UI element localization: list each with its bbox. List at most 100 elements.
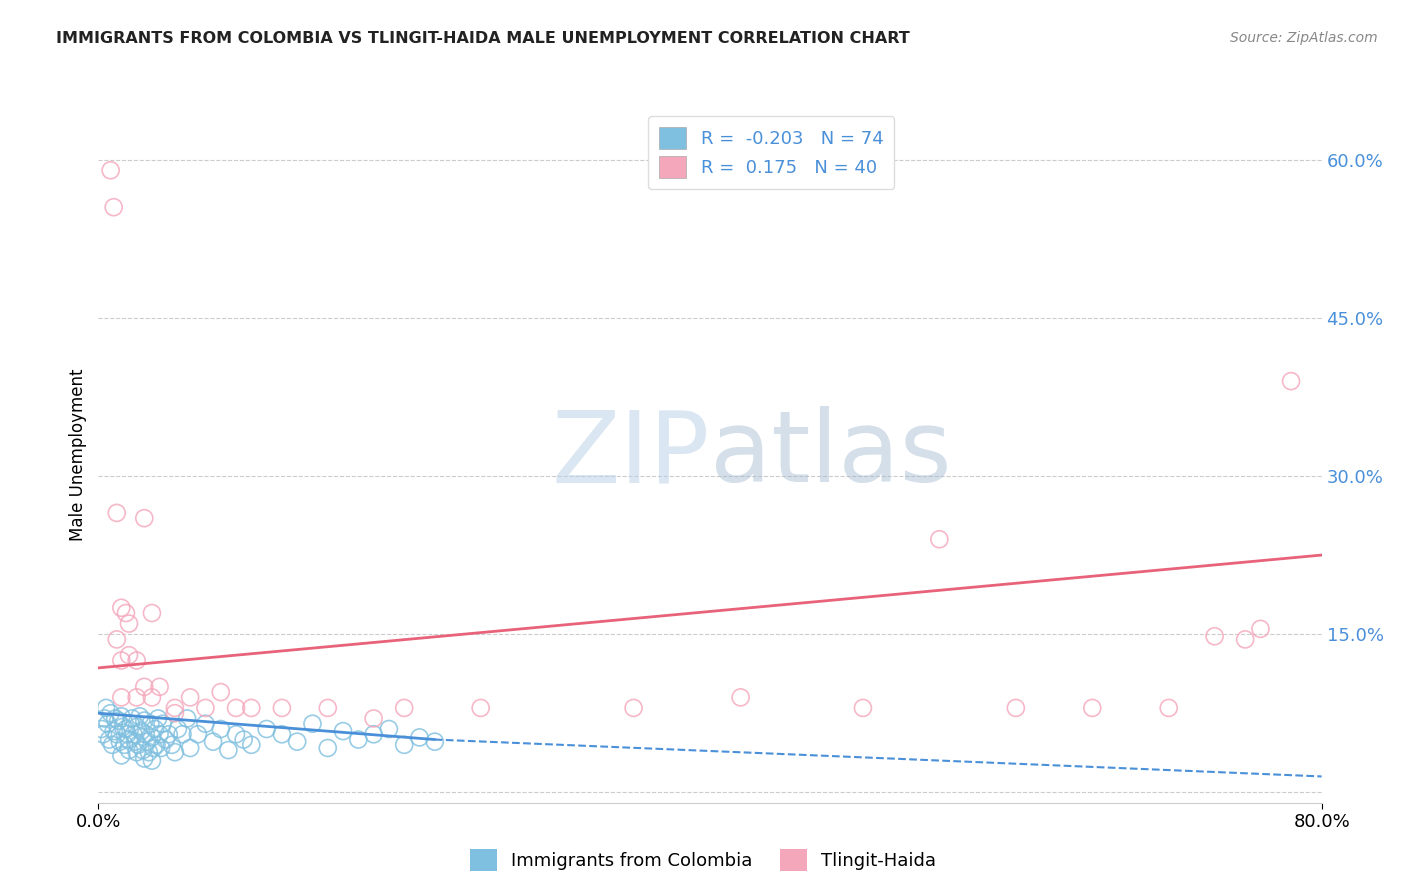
Point [121, 711, 143, 725]
Point [118, 648, 141, 663]
Point [90, 722, 112, 736]
Point [1234, 632, 1257, 647]
Point [129, 724, 152, 739]
Point [172, 727, 194, 741]
Point [110, 748, 132, 763]
Point [135, 727, 157, 741]
Point [202, 734, 225, 748]
Legend: R =  -0.203   N = 74, R =  0.175   N = 40: R = -0.203 N = 74, R = 0.175 N = 40 [648, 116, 894, 189]
Point [141, 731, 163, 745]
Point [110, 600, 132, 615]
Text: atlas: atlas [710, 407, 952, 503]
Point [124, 734, 146, 748]
Point [225, 727, 247, 741]
Point [105, 506, 128, 520]
Point [134, 680, 156, 694]
Text: ZIP: ZIP [551, 407, 710, 503]
Point [97, 716, 120, 731]
Point [256, 722, 278, 736]
Point [115, 606, 138, 620]
Point [107, 714, 129, 728]
Point [1081, 701, 1104, 715]
Point [139, 716, 162, 731]
Point [378, 722, 401, 736]
Point [108, 734, 131, 748]
Point [157, 727, 180, 741]
Point [408, 731, 430, 745]
Point [118, 732, 141, 747]
Point [176, 711, 198, 725]
Point [110, 709, 132, 723]
Point [117, 727, 139, 741]
Point [316, 741, 339, 756]
Point [187, 727, 209, 741]
Point [141, 754, 163, 768]
Point [125, 690, 148, 705]
Point [136, 734, 159, 748]
Point [332, 724, 354, 739]
Point [1157, 701, 1180, 715]
Point [363, 711, 385, 725]
Point [110, 690, 132, 705]
Point [128, 709, 150, 723]
Point [232, 732, 254, 747]
Point [194, 701, 217, 715]
Point [138, 745, 160, 759]
Point [134, 511, 156, 525]
Point [179, 741, 201, 756]
Point [179, 690, 201, 705]
Point [155, 732, 177, 747]
Point [1204, 629, 1226, 643]
Point [111, 720, 134, 734]
Point [363, 727, 385, 741]
Point [209, 722, 232, 736]
Point [125, 720, 148, 734]
Point [163, 701, 186, 715]
Point [163, 745, 186, 759]
Point [142, 741, 165, 756]
Point [270, 727, 292, 741]
Point [225, 701, 247, 715]
Point [149, 727, 172, 741]
Point [1249, 622, 1271, 636]
Point [145, 738, 167, 752]
Point [122, 727, 145, 741]
Point [470, 701, 492, 715]
Point [160, 738, 183, 752]
Point [120, 716, 142, 731]
Point [127, 738, 149, 752]
Point [209, 685, 232, 699]
Point [423, 734, 446, 748]
Point [101, 738, 124, 752]
Point [105, 727, 128, 741]
Point [115, 722, 138, 736]
Point [392, 738, 416, 752]
Point [1279, 374, 1302, 388]
Point [134, 751, 156, 765]
Point [134, 714, 156, 728]
Point [146, 711, 169, 725]
Point [240, 738, 263, 752]
Point [98, 732, 121, 747]
Point [125, 653, 148, 667]
Point [105, 632, 128, 647]
Point [104, 711, 127, 725]
Point [730, 690, 752, 705]
Point [141, 606, 163, 620]
Text: Source: ZipAtlas.com: Source: ZipAtlas.com [1230, 31, 1378, 45]
Point [623, 701, 645, 715]
Point [100, 706, 122, 721]
Point [347, 732, 370, 747]
Point [132, 743, 155, 757]
Point [392, 701, 416, 715]
Text: IMMIGRANTS FROM COLOMBIA VS TLINGIT-HAIDA MALE UNEMPLOYMENT CORRELATION CHART: IMMIGRANTS FROM COLOMBIA VS TLINGIT-HAID… [56, 31, 910, 46]
Point [163, 706, 186, 721]
Point [217, 743, 239, 757]
Point [100, 163, 122, 178]
Point [125, 745, 148, 759]
Point [167, 722, 190, 736]
Point [152, 716, 174, 731]
Y-axis label: Male Unemployment: Male Unemployment [69, 368, 87, 541]
Point [103, 200, 125, 214]
Point [1004, 701, 1026, 715]
